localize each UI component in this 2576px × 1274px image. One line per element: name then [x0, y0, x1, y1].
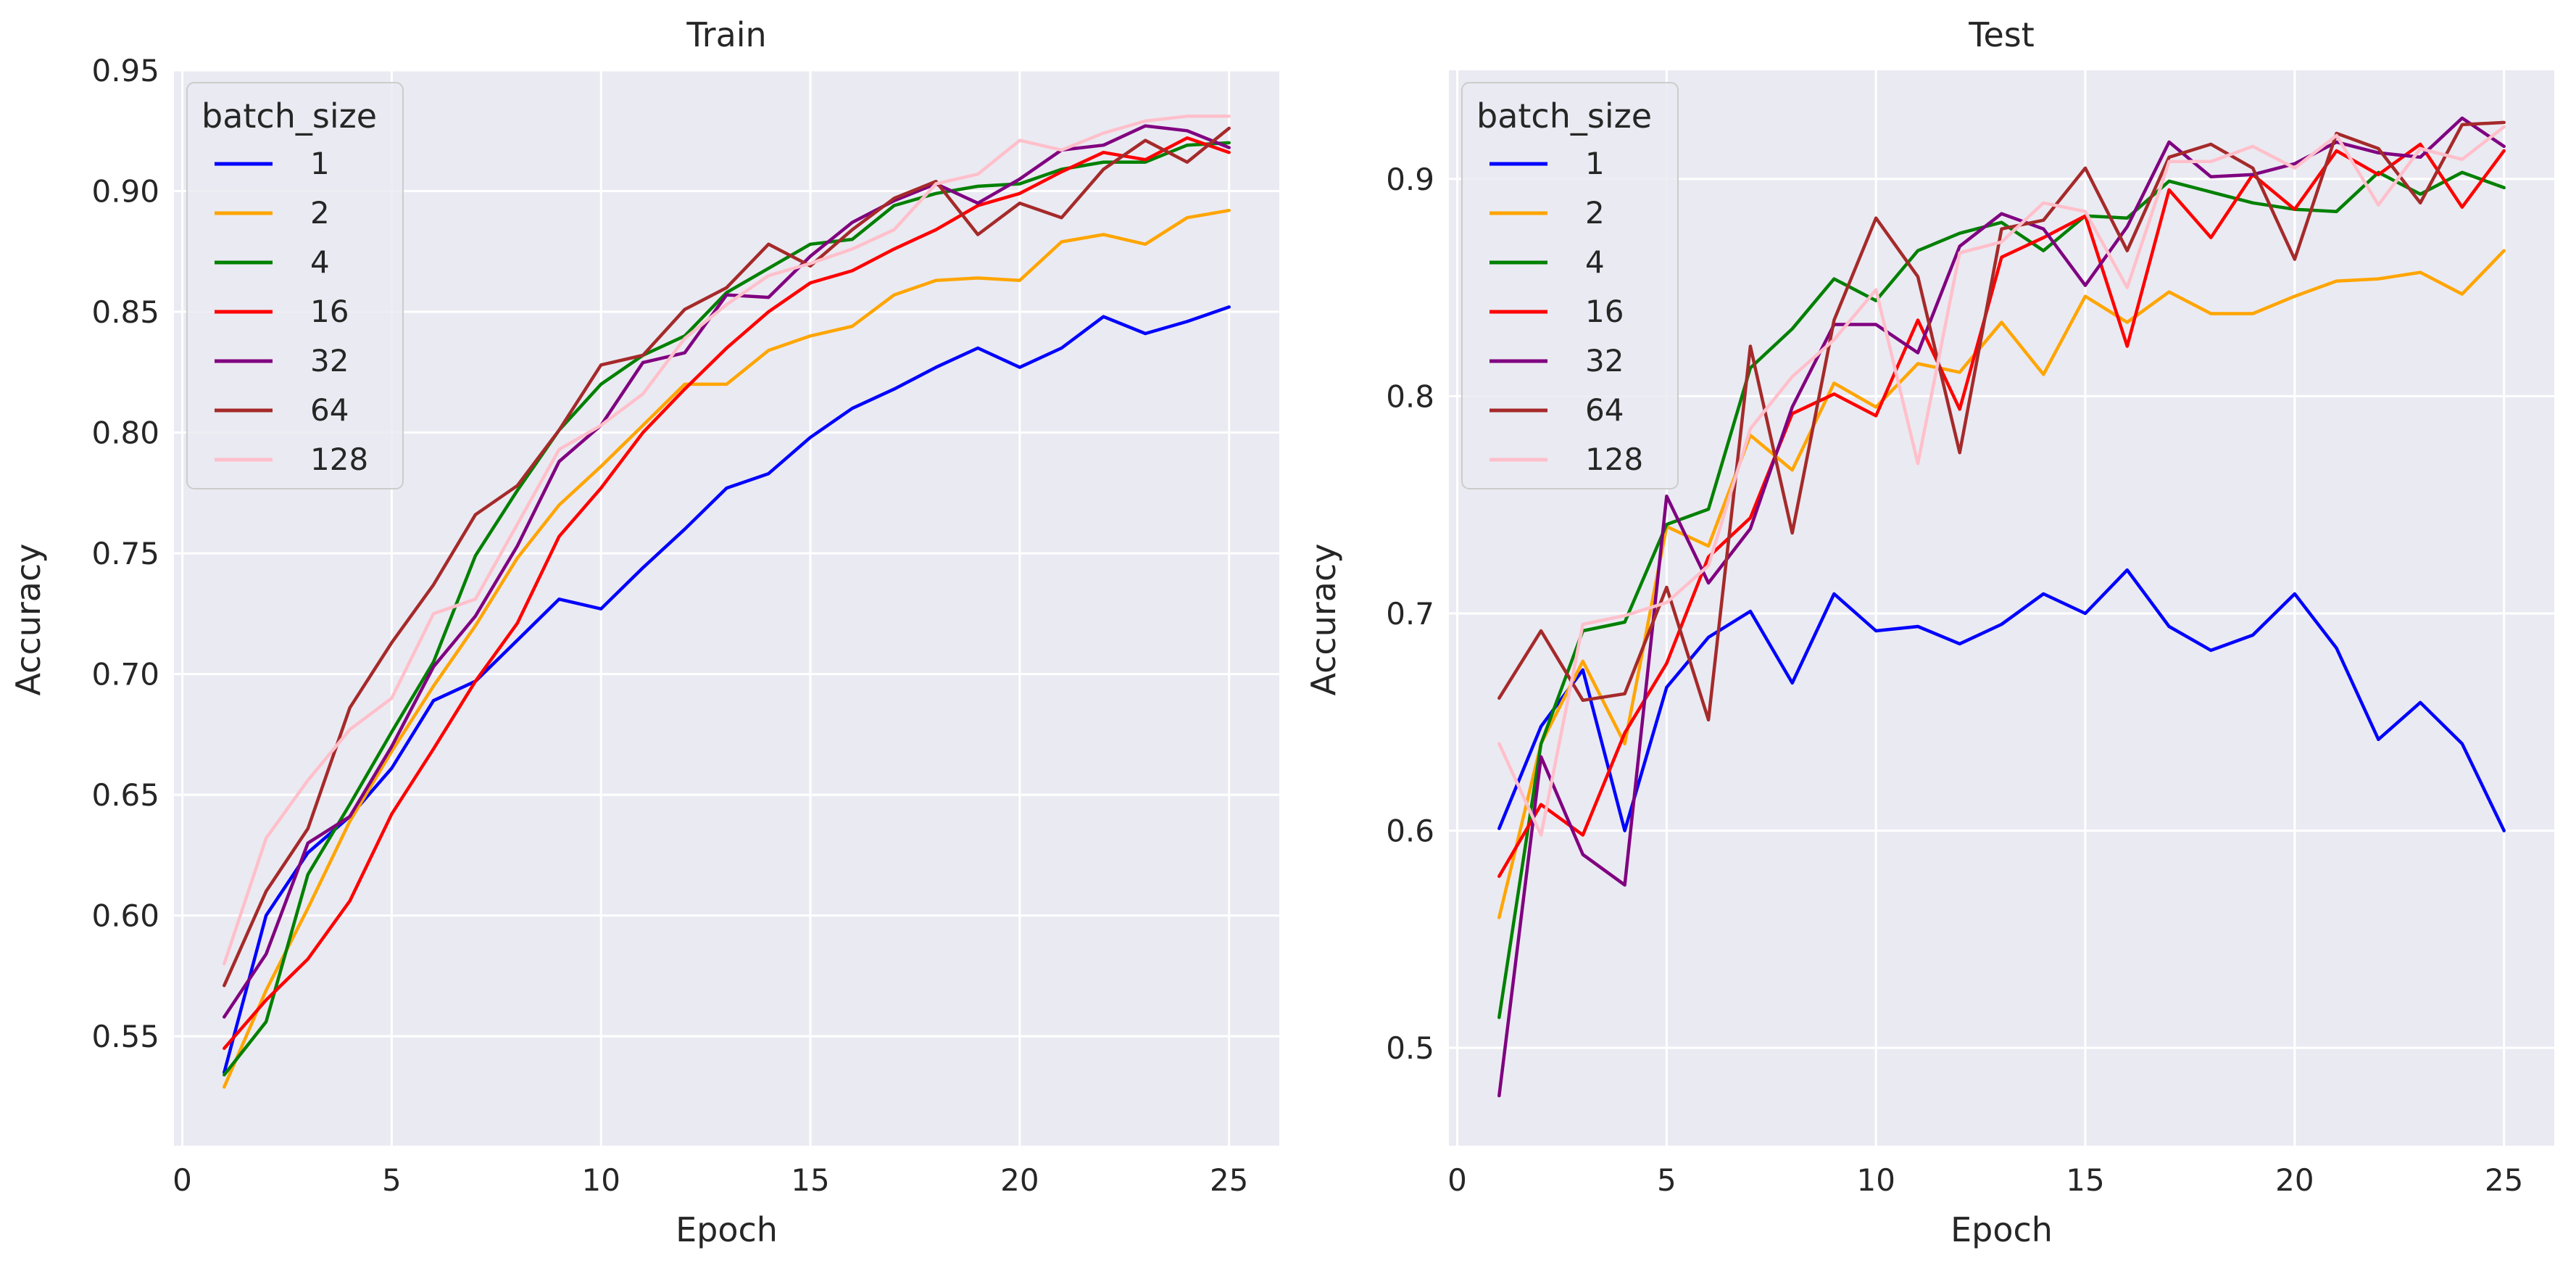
train-legend-entry-16: 16 — [310, 294, 349, 329]
test-panel: 0 5 10 15 20 25 0.5 0.6 0.7 0.8 0.9 Test Epoch Accura… — [1304, 15, 2554, 1249]
train-panel: 0 5 10 15 20 25 0.55 0.60 0.65 0.70 0.75 0.80 0.85 0.… — [9, 15, 1279, 1249]
test-legend-entry-64: 64 — [1585, 392, 1624, 428]
train-y-axis-label: Accuracy — [9, 543, 48, 695]
train-legend-entry-64: 64 — [310, 392, 349, 428]
train-series-line-64 — [223, 126, 1231, 988]
test-x-tick-label: 10 — [1856, 1162, 1895, 1198]
train-x-tick-label: 20 — [1000, 1162, 1039, 1198]
train-gridlines — [174, 69, 1279, 1146]
train-chart-title: Train — [686, 15, 766, 54]
test-series-line-32 — [1497, 116, 2506, 1098]
test-x-tick-label: 20 — [2275, 1162, 2314, 1198]
train-y-tick-label: 0.65 — [91, 777, 159, 813]
test-legend: batch_size 1 2 4 16 32 64 128 — [1461, 82, 1679, 489]
train-series-line-2 — [223, 208, 1231, 1089]
train-x-tick-label: 5 — [382, 1162, 402, 1198]
test-legend-title: batch_size — [1476, 96, 1652, 136]
train-series-line-1 — [223, 305, 1231, 1075]
test-legend-entry-1: 1 — [1585, 146, 1605, 181]
test-legend-entry-128: 128 — [1585, 442, 1643, 477]
train-y-tick-label: 0.95 — [91, 53, 159, 88]
train-x-tick-label: 0 — [173, 1162, 192, 1198]
train-legend-entry-4: 4 — [310, 244, 330, 280]
test-y-tick-label: 0.7 — [1386, 596, 1434, 632]
test-x-tick-label: 0 — [1447, 1162, 1467, 1198]
test-y-tick-label: 0.5 — [1386, 1030, 1434, 1066]
train-legend-title: batch_size — [201, 96, 377, 136]
train-x-axis-label: Epoch — [676, 1210, 778, 1249]
test-legend-entry-2: 2 — [1585, 195, 1605, 231]
train-y-tick-label: 0.60 — [91, 898, 159, 934]
train-legend: batch_size 1 2 4 16 32 64 128 — [186, 82, 404, 489]
train-series-line-128 — [223, 115, 1231, 966]
train-legend-entry-2: 2 — [310, 195, 330, 231]
test-series-line-128 — [1497, 125, 2506, 837]
train-y-tick-label: 0.70 — [91, 657, 159, 692]
train-x-tick-label: 15 — [791, 1162, 829, 1198]
test-series-line-16 — [1497, 142, 2506, 878]
train-y-tick-label: 0.75 — [91, 536, 159, 571]
test-series-lines — [1497, 116, 2506, 1098]
train-legend-entry-32: 32 — [310, 343, 349, 379]
train-y-tick-label: 0.80 — [91, 415, 159, 451]
test-y-tick-label: 0.8 — [1386, 379, 1434, 414]
test-x-tick-label: 5 — [1657, 1162, 1677, 1198]
train-y-tick-label: 0.85 — [91, 294, 159, 330]
train-y-tick-label: 0.90 — [91, 174, 159, 210]
train-series-line-4 — [223, 141, 1231, 1077]
test-y-tick-label: 0.9 — [1386, 162, 1434, 197]
train-legend-entry-1: 1 — [310, 146, 330, 181]
train-legend-box — [186, 82, 404, 489]
test-legend-entry-4: 4 — [1585, 244, 1605, 280]
test-y-tick-label: 0.6 — [1386, 814, 1434, 849]
test-y-axis-label: Accuracy — [1304, 543, 1343, 695]
test-legend-entry-16: 16 — [1585, 294, 1624, 329]
train-x-tick-label: 25 — [1210, 1162, 1248, 1198]
train-y-tick-label: 0.55 — [91, 1019, 159, 1054]
test-x-axis-label: Epoch — [1950, 1210, 2053, 1249]
train-series-lines — [223, 115, 1231, 1089]
test-x-tick-label: 15 — [2066, 1162, 2104, 1198]
test-x-tick-label: 25 — [2485, 1162, 2523, 1198]
test-series-line-64 — [1497, 120, 2506, 722]
train-x-tick-label: 10 — [581, 1162, 620, 1198]
test-series-line-4 — [1497, 170, 2506, 1019]
test-legend-box — [1461, 82, 1679, 489]
train-series-line-16 — [223, 136, 1231, 1051]
test-chart-title: Test — [1968, 15, 2035, 54]
test-legend-entry-32: 32 — [1585, 343, 1624, 379]
test-series-line-1 — [1497, 568, 2506, 832]
train-legend-entry-128: 128 — [310, 442, 368, 477]
